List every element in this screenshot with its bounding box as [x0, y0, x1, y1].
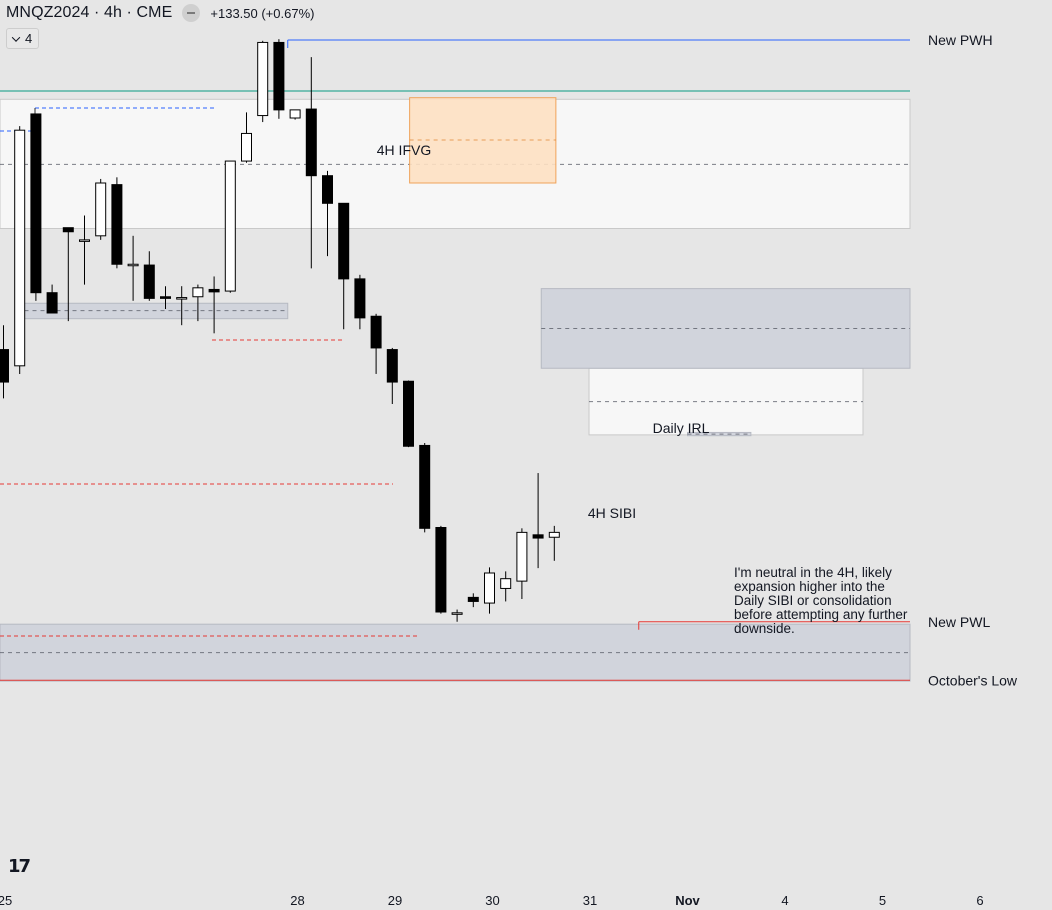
candle-body: [370, 315, 382, 349]
x-tick-label: 31: [583, 893, 597, 908]
indicators-collapse-button[interactable]: 4: [6, 28, 40, 49]
candle-body: [241, 132, 252, 162]
candle-body: [467, 596, 479, 602]
zone-label: Daily IRL: [653, 420, 710, 436]
level-label: October's Low: [928, 672, 1018, 688]
candle-body: [111, 184, 123, 265]
x-tick-label: 4: [781, 893, 788, 908]
candle-body: [322, 175, 333, 204]
x-tick-label: 30: [485, 893, 499, 908]
x-tick-label: 5: [879, 893, 886, 908]
symbol-title[interactable]: MNQZ2024 · 4h · CME: [6, 4, 173, 21]
candle-body: [62, 227, 74, 233]
zone-box: [0, 623, 911, 682]
candle-body: [419, 444, 431, 529]
price-change: +133.50 (+0.67%): [210, 5, 315, 21]
candle-body: [273, 41, 285, 111]
x-tick-label: 28: [290, 893, 304, 908]
candle-body: [208, 288, 220, 293]
candle-body: [46, 292, 58, 314]
candle-body: [176, 297, 188, 300]
candle-body: [289, 109, 301, 119]
candle-body: [30, 113, 42, 294]
candle-body: [532, 534, 544, 539]
analysis-note: I'm neutral in the 4H, likely expansion …: [734, 565, 908, 636]
zone-label: 4H IFVG: [377, 142, 431, 158]
candle-body: [127, 263, 139, 267]
candle-body: [224, 160, 236, 292]
candle-body: [338, 202, 350, 280]
x-tick-label: Nov: [675, 893, 700, 908]
tradingview-logo: 17: [8, 856, 31, 877]
candle-body: [548, 531, 560, 538]
candle-body: [435, 527, 447, 613]
zone-label: 4H SIBI: [588, 505, 636, 521]
candle-body: [354, 278, 366, 319]
candle-body: [516, 531, 528, 582]
candle-body: [0, 349, 9, 383]
candle-body: [484, 572, 495, 604]
candle-body: [451, 612, 463, 615]
x-tick-label: 25: [0, 893, 12, 908]
candle-body: [143, 264, 155, 299]
candle-body: [95, 182, 107, 237]
x-tick-label: 6: [976, 893, 983, 908]
chart-header: MNQZ2024 · 4h · CME +133.50 (+0.67%): [6, 4, 314, 22]
candle-body: [305, 108, 317, 177]
candle-body: [79, 239, 90, 242]
x-tick-label: 29: [388, 893, 402, 908]
candle-body: [403, 380, 414, 447]
chevron-down-icon: [11, 32, 21, 42]
candle-body: [192, 287, 204, 298]
candle-body: [160, 296, 171, 299]
candle-body: [500, 578, 512, 589]
candle-body: [386, 349, 398, 383]
candle-body: [257, 41, 269, 117]
candle-body: [14, 129, 26, 367]
level-label: New PWH: [928, 32, 993, 48]
level-label: New PWL: [928, 614, 990, 630]
minus-icon[interactable]: [182, 4, 201, 22]
indicator-count: 4: [25, 31, 33, 46]
